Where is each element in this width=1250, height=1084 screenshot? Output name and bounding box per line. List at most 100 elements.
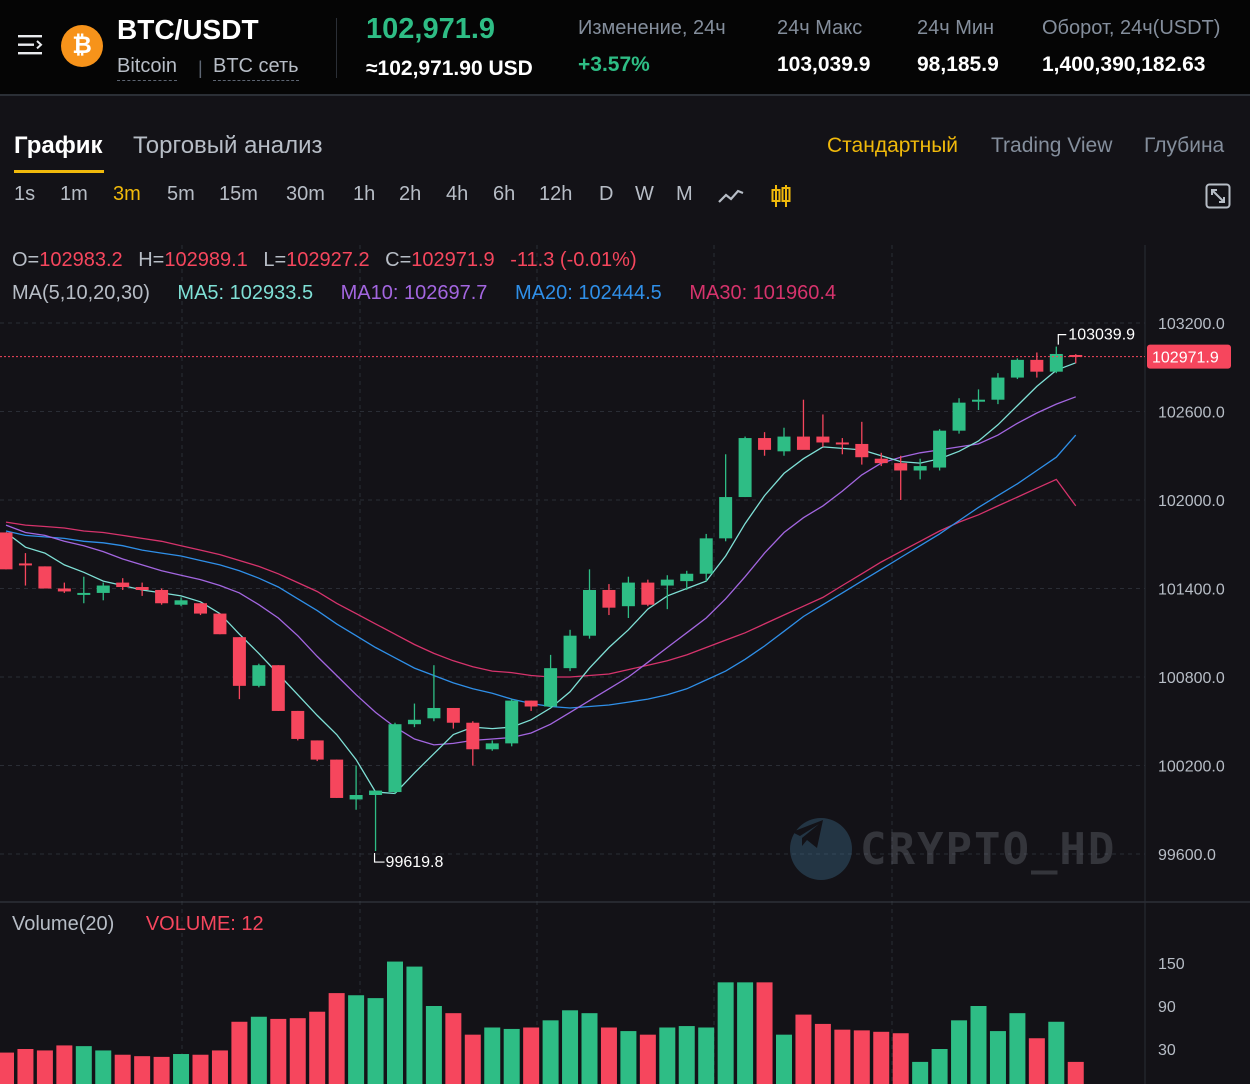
candle	[719, 454, 733, 542]
volume-bar	[776, 1034, 792, 1084]
coin-name-link[interactable]: Bitcoin	[117, 55, 178, 81]
interval-1m[interactable]: 1m	[60, 183, 88, 205]
candle-body	[505, 700, 519, 744]
volume-bar	[717, 982, 734, 1084]
interval-week[interactable]: W	[635, 183, 654, 205]
volume-bar	[698, 1027, 715, 1084]
volume-legend-value: VOLUME: 12	[145, 913, 264, 935]
candle	[583, 569, 596, 639]
interval-12h[interactable]: 12h	[539, 183, 573, 205]
volume-bar	[134, 1056, 151, 1084]
usd-price: ≈102,971.90 USD	[366, 57, 533, 80]
candle-body	[466, 722, 480, 750]
volume-bar	[853, 1030, 870, 1084]
volume-bar	[834, 1029, 851, 1084]
volume-bar	[387, 961, 403, 1084]
interval-6h[interactable]: 6h	[493, 183, 516, 205]
candle-body	[96, 585, 110, 593]
candle-body	[719, 497, 733, 539]
candle-body	[758, 438, 772, 450]
interval-2h[interactable]: 2h	[399, 183, 422, 205]
candle-body	[77, 592, 91, 595]
min-marker-arrow	[373, 853, 385, 863]
network-link[interactable]: BTC сеть	[213, 55, 299, 81]
volume-bar	[173, 1054, 190, 1084]
candle-body	[991, 377, 1005, 400]
low-24h-value: 98,185.9	[917, 53, 999, 76]
tab-chart[interactable]: График	[14, 132, 103, 159]
high-label: H=	[138, 249, 165, 271]
candles	[0, 346, 1083, 852]
candle-body	[213, 613, 227, 635]
candle	[952, 398, 966, 434]
volume-bar	[989, 1031, 1006, 1084]
volume-bar	[1048, 1021, 1065, 1084]
price-tick-label: 101400.0	[1158, 582, 1225, 599]
interval-1s[interactable]: 1s	[14, 183, 36, 205]
fullscreen-icon[interactable]	[1205, 183, 1231, 209]
last-price: 102,971.9	[366, 13, 496, 45]
menu-icon[interactable]	[18, 33, 44, 57]
candle-body	[407, 719, 421, 725]
tab-trading-analysis[interactable]: Торговый анализ	[133, 132, 323, 159]
interval-month[interactable]: M	[676, 183, 693, 205]
volume-bar	[250, 1016, 267, 1084]
candle-body	[57, 588, 71, 592]
volume-legend: Volume(20) VOLUME: 12	[12, 913, 264, 936]
high-24h-label: 24ч Макс	[777, 17, 863, 39]
candlestick-icon[interactable]	[769, 184, 793, 208]
interval-5m[interactable]: 5m	[167, 183, 195, 205]
view-depth[interactable]: Глубина	[1144, 134, 1225, 157]
candle-body	[194, 603, 207, 614]
candle-body	[38, 566, 52, 589]
watermark-text: CRYPTO_HD	[860, 823, 1117, 875]
candle-body	[913, 466, 927, 471]
line-chart-icon[interactable]	[717, 186, 745, 206]
candle-body	[777, 436, 791, 452]
watermark: CRYPTO_HD	[790, 818, 1116, 880]
price-tick-label: 100200.0	[1158, 759, 1225, 776]
interval-3m[interactable]: 3m	[113, 183, 141, 205]
price-markers: 102971.9 103039.9 99619.8	[0, 327, 1231, 871]
candle	[252, 663, 266, 688]
volume-bar	[951, 1020, 968, 1084]
candle-body	[271, 665, 285, 711]
candle	[738, 436, 752, 498]
price-tick-label: 102600.0	[1158, 405, 1225, 422]
low-label: L=	[263, 249, 287, 271]
candle-body	[1010, 359, 1024, 378]
volume-bar	[737, 982, 754, 1084]
interval-4h[interactable]: 4h	[446, 183, 469, 205]
candle	[796, 399, 810, 450]
candle-body	[874, 458, 888, 464]
candle-body	[641, 582, 655, 605]
ma-legend-label: MA(5,10,20,30)	[12, 282, 150, 304]
candle-body	[680, 573, 694, 582]
candle-body	[155, 589, 169, 604]
pair-title[interactable]: BTC/USDT	[117, 14, 259, 45]
volume-bar	[523, 1027, 540, 1084]
candle	[699, 533, 713, 582]
volume-bar	[542, 1020, 559, 1084]
candle	[835, 438, 849, 455]
interval-30m[interactable]: 30m	[286, 183, 325, 205]
separator: |	[198, 58, 203, 78]
interval-day[interactable]: D	[599, 183, 614, 205]
turnover-24h-value: 1,400,390,182.63	[1042, 53, 1206, 76]
volume-bar	[95, 1050, 112, 1084]
current-price-label: 102971.9	[1152, 350, 1219, 367]
view-tradingview[interactable]: Trading View	[991, 134, 1113, 157]
volume-bar	[153, 1056, 170, 1084]
candle	[38, 566, 52, 589]
interval-15m[interactable]: 15m	[219, 183, 258, 205]
view-standard[interactable]: Стандартный	[827, 134, 959, 157]
volume-bar	[289, 1018, 306, 1084]
volume-bar	[367, 998, 384, 1084]
max-marker-arrow	[1057, 334, 1067, 345]
volume-bar	[1028, 1038, 1045, 1084]
candle-body	[855, 443, 869, 458]
interval-1h[interactable]: 1h	[353, 183, 376, 205]
candle-body	[1049, 353, 1063, 372]
volume-legend-label: Volume(20)	[12, 913, 115, 935]
